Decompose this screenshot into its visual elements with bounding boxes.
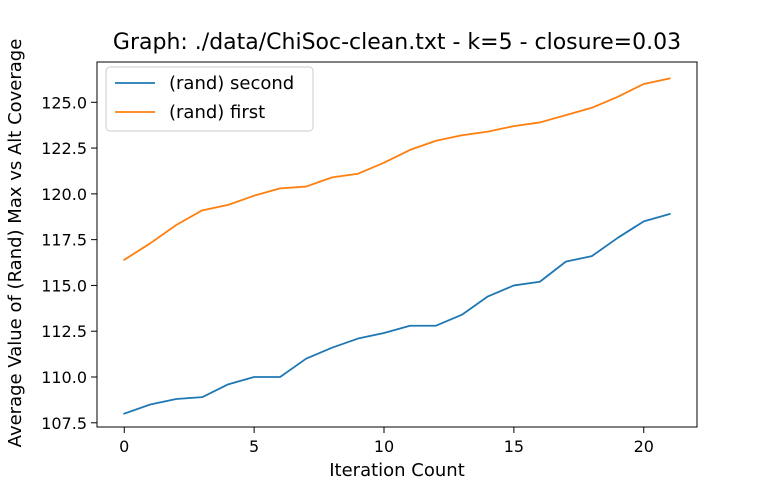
series-lines [123,77,671,415]
legend: (rand) second (rand) first [105,66,314,132]
chart-title: Graph: ./data/ChiSoc-clean.txt - k=5 - c… [113,30,681,55]
series-line-rand-second [123,212,671,415]
y-tick-label: 117.5 [41,231,87,250]
y-axis-label: Average Value of (Rand) Max vs Alt Cover… [5,39,26,448]
axis-ticks: 0 5 10 15 20 107.5 110.0 112.5 115.0 117.5 120.0 12… [41,93,654,456]
x-tick-label: 5 [249,437,259,456]
y-tick-label: 122.5 [41,139,87,158]
x-tick-label: 10 [374,437,394,456]
series-line-rand-first [123,77,671,262]
x-axis-label: Iteration Count [329,460,465,480]
y-tick-label: 112.5 [41,322,87,341]
legend-label: (rand) second [169,73,294,94]
y-tick-label: 120.0 [41,185,87,204]
x-tick-label: 15 [504,437,524,456]
legend-box [105,66,314,132]
y-tick-label: 115.0 [41,276,87,295]
y-tick-label: 110.0 [41,368,87,387]
x-tick-label: 20 [634,437,654,456]
y-tick-label: 107.5 [41,414,87,433]
plot-frame [96,61,698,428]
x-tick-label: 0 [119,437,129,456]
legend-label: (rand) first [169,102,265,123]
y-tick-label: 125.0 [41,93,87,112]
